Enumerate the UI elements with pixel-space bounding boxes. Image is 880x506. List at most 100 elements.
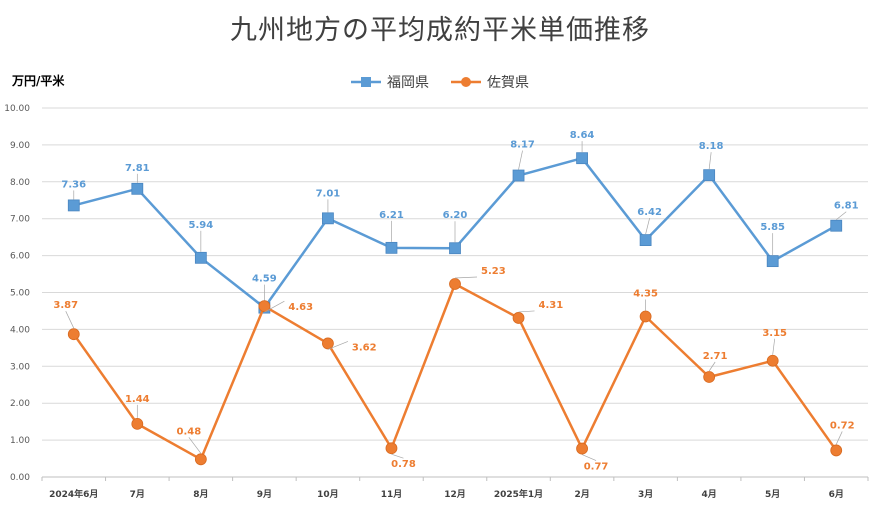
data-label-leader [391, 453, 404, 459]
x-tick-label: 12月 [444, 489, 466, 500]
data-point-marker [576, 152, 588, 165]
data-label: 3.62 [352, 342, 377, 353]
data-label: 8.64 [570, 130, 595, 141]
data-point-marker [639, 234, 652, 247]
legend: 福岡県 佐賀県 [0, 72, 880, 92]
data-label-leader [708, 361, 716, 372]
data-label: 6.21 [379, 210, 404, 221]
data-label: 3.87 [53, 300, 78, 311]
data-point-marker [703, 169, 716, 182]
data-label: 2.71 [703, 351, 728, 362]
x-tick-label: 5月 [765, 489, 780, 500]
data-label: 5.94 [189, 220, 214, 231]
x-tick-label: 2024年6月 [49, 488, 98, 500]
data-label: 4.31 [539, 300, 564, 311]
data-point-marker [131, 417, 144, 430]
data-label-leader [772, 338, 776, 355]
chart-title: 九州地方の平均成約平米単価推移 [230, 15, 650, 46]
data-label-leader [518, 310, 535, 313]
data-point-marker [67, 328, 80, 341]
y-tick-label: 2.00 [10, 399, 30, 409]
data-point-marker [830, 444, 843, 457]
data-label-leader [264, 300, 285, 313]
data-label: 6.20 [443, 210, 468, 221]
data-label: 8.18 [699, 141, 724, 152]
data-label: 6.81 [834, 201, 859, 212]
y-tick-label: 1.00 [10, 436, 30, 446]
data-label-leader [327, 341, 349, 350]
data-label: 6.42 [637, 207, 662, 218]
legend-label-series-0: 福岡県 [387, 75, 429, 91]
data-label-leader [708, 152, 712, 170]
data-label-leader [188, 437, 202, 454]
data-point-marker [194, 453, 207, 466]
y-tick-label: 6.00 [10, 252, 30, 262]
data-point-marker [322, 337, 334, 350]
data-point-marker [449, 242, 461, 255]
data-point-marker [766, 354, 779, 367]
data-point-marker [194, 251, 207, 264]
legend-item-series-1: 佐賀県 [451, 72, 529, 92]
data-label: 4.59 [252, 274, 277, 285]
data-point-marker [576, 442, 588, 455]
legend-label-series-1: 佐賀県 [487, 75, 529, 91]
y-tick-label: 7.00 [10, 215, 30, 225]
data-point-marker [131, 182, 144, 195]
legend-marker-square-icon [351, 77, 381, 87]
data-label: 5.23 [481, 266, 506, 277]
data-label: 0.78 [391, 459, 416, 470]
data-point-marker [512, 169, 525, 182]
y-tick-label: 0.00 [10, 473, 30, 483]
data-point-marker [67, 199, 80, 212]
x-tick-label: 10月 [317, 489, 339, 500]
y-tick-label: 4.00 [10, 325, 30, 335]
data-label: 5.85 [760, 222, 785, 233]
data-label: 7.01 [316, 188, 341, 199]
y-axis-unit-label: 万円/平米 [12, 74, 65, 88]
y-tick-label: 9.00 [10, 141, 30, 151]
data-label: 7.36 [61, 179, 86, 190]
y-tick-label: 3.00 [10, 362, 30, 372]
data-point-marker [512, 312, 525, 324]
y-tick-label: 5.00 [10, 289, 30, 299]
x-tick-label: 2025年1月 [494, 488, 543, 500]
y-tick-label: 10.00 [4, 104, 30, 114]
y-tick-label: 8.00 [10, 178, 30, 188]
data-label: 4.35 [633, 288, 658, 299]
data-label-leader [645, 218, 650, 235]
data-point-marker [449, 278, 461, 290]
data-label-leader [581, 454, 597, 461]
data-label-leader [518, 150, 523, 170]
x-tick-label: 9月 [257, 489, 272, 500]
data-label-leader [836, 211, 847, 220]
data-point-marker [639, 310, 652, 323]
data-label-leader [65, 311, 75, 329]
x-tick-label: 2月 [574, 489, 589, 500]
data-label: 1.44 [125, 394, 150, 405]
data-label: 4.63 [288, 302, 313, 313]
legend-marker-circle-icon [451, 77, 481, 87]
x-tick-label: 3月 [638, 489, 653, 500]
x-tick-label: 6月 [829, 489, 844, 500]
data-label: 3.15 [762, 328, 787, 339]
x-tick-label: 8月 [193, 489, 208, 500]
data-point-marker [385, 442, 398, 455]
data-point-marker [830, 219, 843, 232]
data-label: 8.17 [510, 140, 535, 151]
data-label: 0.72 [830, 420, 855, 431]
data-label: 7.81 [125, 163, 150, 174]
data-point-marker [258, 300, 271, 313]
data-label-leader [835, 431, 843, 445]
x-tick-label: 7月 [130, 489, 145, 500]
data-point-marker [385, 241, 398, 254]
data-label: 0.77 [584, 462, 609, 473]
data-point-marker [766, 255, 779, 268]
data-point-marker [703, 371, 716, 383]
data-label-leader [454, 276, 478, 279]
x-tick-label: 4月 [702, 489, 717, 500]
data-point-marker [322, 212, 334, 225]
legend-item-series-0: 福岡県 [351, 72, 429, 92]
data-label: 0.48 [177, 426, 202, 437]
x-tick-label: 11月 [381, 489, 403, 500]
